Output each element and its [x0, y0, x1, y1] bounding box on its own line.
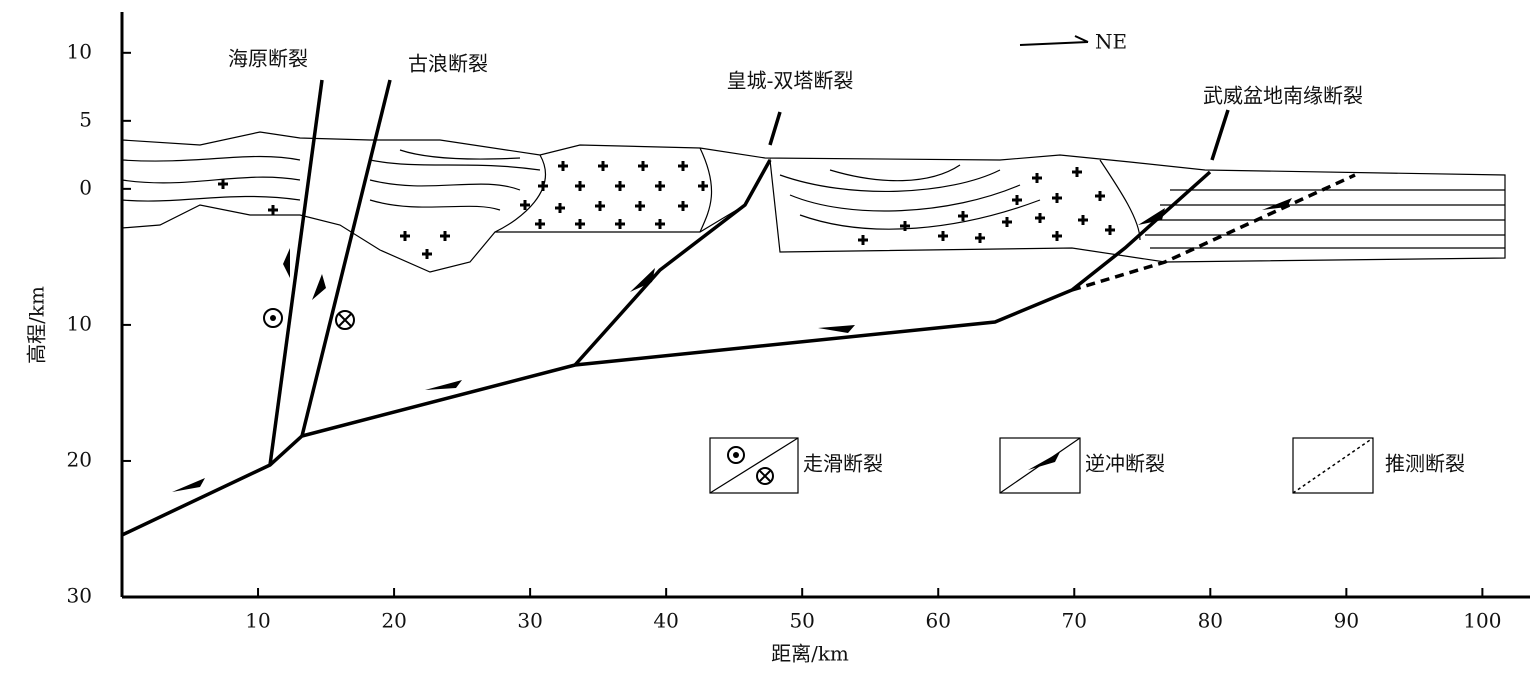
legend-label: 推测断裂 — [1385, 452, 1465, 476]
y-axis-label: 高程/km — [25, 286, 49, 364]
x-tick-label: 70 — [1062, 609, 1087, 633]
x-tick-label: 40 — [653, 609, 678, 633]
legend: 走滑断裂 逆冲断裂 推测断裂 — [709, 437, 1465, 494]
x-tick-label: 50 — [789, 609, 814, 633]
fault-label: 皇城-双塔断裂 — [727, 69, 854, 93]
y-tick-label: 30 — [67, 584, 92, 608]
x-tick-label: 60 — [926, 609, 951, 633]
legend-label: 走滑断裂 — [803, 452, 883, 476]
x-axis-label: 距离/km — [771, 642, 849, 666]
fault-label: 海原断裂 — [228, 47, 308, 71]
y-tick-label: 0 — [79, 175, 92, 199]
x-tick-label: 30 — [517, 609, 542, 633]
granite-crosses — [218, 161, 1115, 259]
y-tick-label: 20 — [67, 447, 92, 471]
y-tick-label: 10 — [67, 311, 92, 335]
x-tick-label: 20 — [381, 609, 406, 633]
fault-label: 古浪断裂 — [408, 52, 488, 76]
faults — [121, 79, 1356, 537]
y-tick-label: 10 — [67, 39, 92, 63]
y-tick-label: 5 — [79, 107, 92, 131]
legend-label: 逆冲断裂 — [1085, 452, 1165, 476]
fault-label: 武威盆地南缘断裂 — [1203, 84, 1363, 108]
slip-arrows — [172, 198, 1292, 492]
x-tick-label: 10 — [245, 609, 270, 633]
x-tick-label: 80 — [1198, 609, 1223, 633]
direction-arrow — [1019, 35, 1089, 46]
x-tick-label: 100 — [1463, 609, 1501, 633]
x-tick-label: 90 — [1334, 609, 1359, 633]
direction-label: NE — [1095, 30, 1127, 54]
